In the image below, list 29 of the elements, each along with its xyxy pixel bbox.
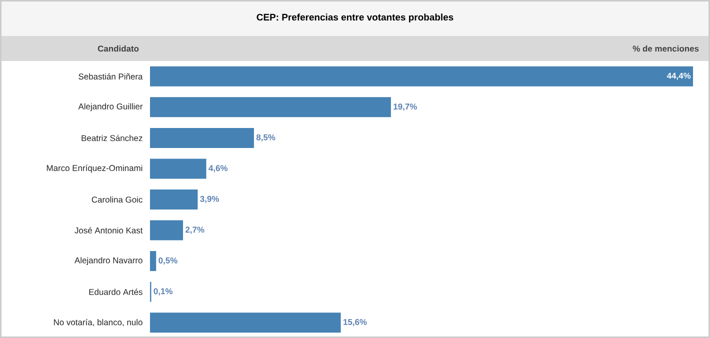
y-tick-label: Eduardo Artés bbox=[89, 288, 142, 295]
data-label: 3,9% bbox=[200, 196, 219, 204]
bar bbox=[150, 66, 694, 86]
bar bbox=[150, 128, 254, 148]
y-tick-label: Marco Enríquez-Ominami bbox=[46, 164, 142, 173]
y-tick-label: No votaría, blanco, nulo bbox=[54, 318, 142, 326]
chart-title: CEP: Preferencias entre votantes probables bbox=[256, 14, 454, 22]
x-axis-title: % de menciones bbox=[632, 45, 699, 52]
bar bbox=[150, 190, 198, 210]
data-label: 0,1% bbox=[154, 288, 173, 296]
data-label: 0,5% bbox=[158, 257, 178, 265]
y-tick-label: Alejandro Navarro bbox=[74, 257, 142, 265]
data-label: 44,4% bbox=[666, 72, 691, 80]
bar bbox=[150, 251, 156, 272]
y-tick-label: Beatriz Sánchez bbox=[82, 134, 142, 142]
y-tick-label: Sebastián Piñera bbox=[78, 73, 143, 80]
data-label: 19,7% bbox=[394, 104, 417, 111]
data-label: 4,6% bbox=[208, 165, 228, 172]
y-tick-label: José Antonio Kast bbox=[74, 227, 143, 234]
y-axis-title: Candidato bbox=[98, 45, 139, 52]
bar bbox=[150, 312, 341, 333]
y-tick-label: Carolina Goic bbox=[92, 196, 142, 203]
data-label: 8,5% bbox=[256, 134, 276, 142]
bar bbox=[150, 97, 391, 118]
bar bbox=[150, 158, 206, 179]
data-label: 2,7% bbox=[186, 226, 204, 234]
y-tick-label: Alejandro Guillier bbox=[78, 103, 143, 112]
bar bbox=[150, 220, 184, 240]
data-label: 15,6% bbox=[344, 319, 367, 326]
